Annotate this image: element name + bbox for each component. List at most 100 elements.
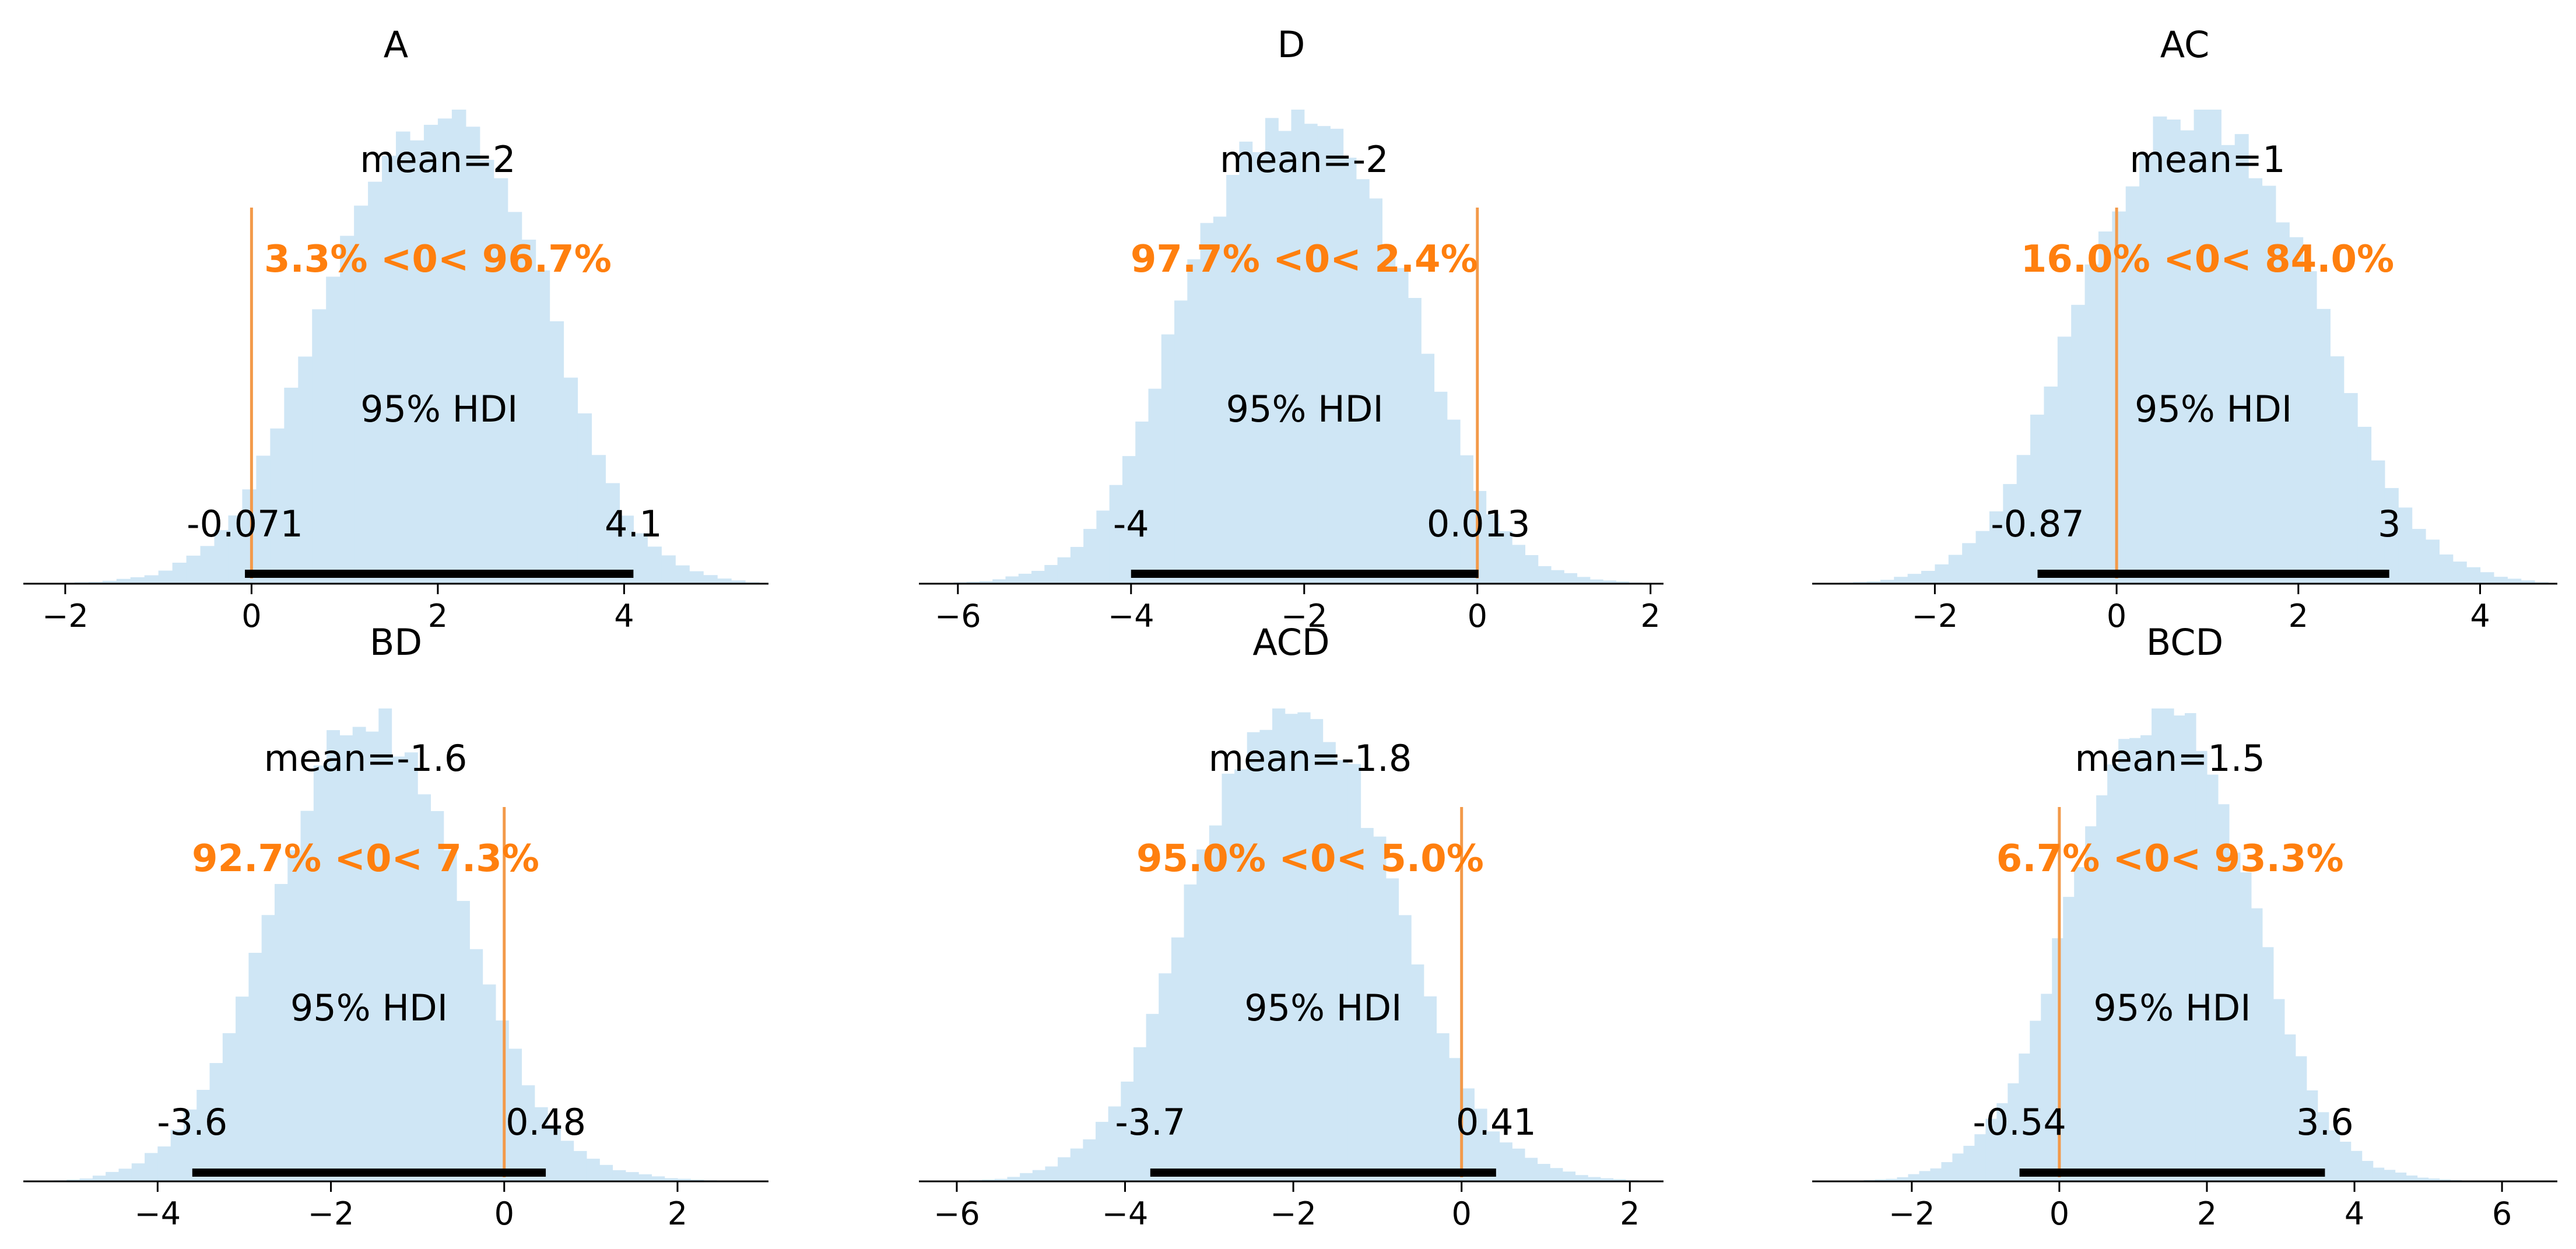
histogram-bar: [1330, 128, 1344, 584]
histogram-bar: [1369, 198, 1383, 584]
histogram-bar: [1952, 1153, 1964, 1181]
hdi-label: 95% HDI: [1226, 388, 1384, 430]
hdi-high-label: 3: [2378, 503, 2400, 545]
histogram-bar: [157, 1146, 171, 1181]
histogram-bar: [1213, 216, 1227, 584]
histogram-bar: [2316, 308, 2331, 584]
x-tick-label: 4: [2470, 598, 2490, 634]
histogram-bar: [1196, 849, 1210, 1181]
histogram-bar: [2084, 264, 2099, 584]
histogram-bar: [1408, 297, 1422, 584]
histogram-bar: [1032, 1170, 1046, 1181]
histogram-bar: [1161, 334, 1175, 584]
histogram-bar: [1498, 531, 1512, 584]
histogram-bar: [1421, 353, 1435, 584]
histogram-bar: [1562, 1171, 1576, 1181]
histogram-bar: [1278, 131, 1292, 584]
posterior-panel-acd: −6 −4 −2 0 2 ACD mean=-1.8 95.0% <0< 5.0% 95% HD…: [919, 621, 1663, 1232]
histogram-bar: [1109, 485, 1123, 584]
histogram-bar: [2163, 708, 2174, 1181]
histogram-bar: [1894, 577, 1908, 584]
histogram-bar: [1866, 581, 1881, 584]
histogram-bar: [2174, 715, 2185, 1181]
histogram-bar: [2019, 1053, 2030, 1181]
histogram-bar: [1616, 581, 1630, 584]
histogram-bar: [2395, 1172, 2407, 1181]
x-tick-label: −4: [135, 1195, 181, 1232]
histogram-bar: [451, 110, 466, 584]
histogram-bar: [1975, 531, 1990, 584]
histogram-bar: [1159, 973, 1172, 1181]
histogram-bar: [183, 1109, 197, 1181]
histogram-bar: [1948, 555, 1963, 584]
histogram-bar: [228, 515, 243, 584]
histogram-bar: [2248, 178, 2263, 584]
reference-percent-label: 16.0% <0< 84.0%: [2021, 238, 2394, 281]
x-tick-label: 0: [1468, 598, 1487, 634]
histogram-bar: [1272, 708, 1286, 1181]
histogram-bar: [1083, 529, 1097, 584]
histogram-bar: [1985, 1118, 1997, 1181]
histogram-bar: [563, 377, 578, 584]
histogram-bar: [130, 577, 145, 584]
histogram-bar: [2098, 231, 2112, 584]
histogram-bar: [1434, 391, 1448, 584]
histogram-bar: [200, 546, 215, 584]
histogram-bar: [612, 1170, 626, 1181]
histogram-bar: [2125, 186, 2140, 584]
hdi-label: 95% HDI: [360, 388, 518, 430]
histogram-bar: [1252, 152, 1266, 584]
histogram-bar: [2180, 130, 2195, 584]
histogram-bar: [2284, 1034, 2296, 1181]
histogram-bar: [1096, 510, 1110, 584]
histogram-bar: [1322, 742, 1336, 1181]
histogram-bar: [270, 428, 285, 584]
x-tick-label: −4: [1102, 1195, 1149, 1232]
histogram-bar: [158, 570, 173, 584]
histogram: [940, 110, 1655, 584]
histogram-bar: [651, 1176, 665, 1181]
histogram-bar: [79, 1178, 93, 1181]
histogram-bar: [2330, 356, 2345, 584]
histogram-bar: [326, 276, 341, 584]
histogram-bar: [717, 578, 732, 584]
x-tick-label: 2: [2289, 598, 2308, 634]
histogram-bar: [222, 1033, 236, 1181]
histogram-bar: [2052, 938, 2063, 1181]
histogram-bar: [1875, 1179, 1887, 1181]
histogram-bar: [1613, 1179, 1626, 1181]
histogram-bar: [2317, 1112, 2329, 1181]
histogram-bar: [1989, 511, 2003, 584]
histogram-bar: [1187, 259, 1201, 584]
histogram-bar: [2251, 908, 2263, 1181]
histogram-bar: [409, 140, 424, 584]
panel-title: AC: [2160, 23, 2210, 66]
histogram-bar: [2085, 826, 2097, 1181]
histogram-bar: [1603, 580, 1616, 584]
histogram-bar: [1575, 1175, 1588, 1181]
histogram-bar: [1171, 937, 1185, 1181]
x-tick-label: 4: [2345, 1195, 2364, 1232]
histogram-bar: [1512, 1148, 1525, 1181]
mean-label: mean=1: [2129, 138, 2285, 181]
histogram-bar: [1045, 1166, 1058, 1181]
histogram-bar: [1121, 1081, 1134, 1181]
histogram-bar: [2361, 1160, 2374, 1181]
histogram-bar: [1239, 141, 1253, 584]
histogram-bar: [2234, 134, 2249, 584]
histogram-bar: [1108, 1106, 1121, 1181]
histogram-bar: [647, 546, 662, 584]
histogram-bar: [1486, 514, 1500, 584]
histogram-bar: [2343, 393, 2358, 584]
histogram-bar: [2417, 1177, 2429, 1181]
posterior-panel-bd: −4 −2 0 2 BD mean=-1.6 92.7% <0< 7.3% 95% HDI -3…: [23, 621, 768, 1232]
histogram-bar: [1297, 712, 1311, 1181]
histogram-bar: [1550, 1168, 1563, 1181]
x-tick-label: −2: [1281, 598, 1328, 634]
histogram-bar: [966, 581, 980, 584]
histogram-bar: [507, 212, 522, 584]
histogram-bar: [1234, 769, 1248, 1181]
histogram-bar: [92, 1176, 106, 1181]
histogram-bar: [256, 455, 271, 584]
